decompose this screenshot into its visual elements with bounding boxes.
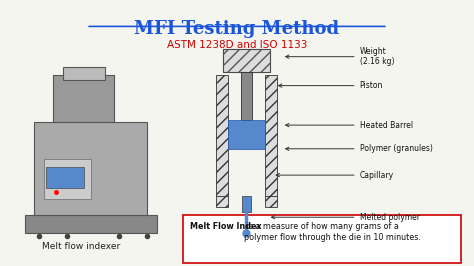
Bar (240, 72, 252, 120)
Text: Melt Flow Index: Melt Flow Index (190, 222, 262, 231)
Bar (35, 122, 147, 215)
Bar (53, 75, 115, 122)
Bar (216, 75, 228, 196)
Text: MFI Testing Method: MFI Testing Method (135, 20, 339, 38)
Bar (265, 75, 277, 196)
Text: Melted polymer: Melted polymer (272, 213, 419, 222)
Bar (46, 167, 84, 188)
Text: Capillary: Capillary (276, 171, 393, 180)
Text: is a measure of how many grams of a
polymer flow through the die in 10 minutes.: is a measure of how many grams of a poly… (244, 222, 421, 242)
Text: Piston: Piston (279, 81, 383, 90)
FancyBboxPatch shape (183, 215, 461, 263)
Text: Heated Barrel: Heated Barrel (286, 120, 413, 130)
Bar (216, 196, 228, 207)
Bar (242, 196, 251, 212)
Bar (223, 49, 270, 72)
Bar (265, 196, 277, 207)
Text: Weight
(2.16 kg): Weight (2.16 kg) (286, 47, 394, 66)
Bar (44, 159, 91, 199)
Text: ASTM 1238D and ISO 1133: ASTM 1238D and ISO 1133 (167, 40, 307, 49)
Text: Polymer (granules): Polymer (granules) (286, 144, 432, 153)
Text: Melt flow indexer: Melt flow indexer (42, 242, 120, 251)
Bar (228, 120, 265, 149)
Bar (63, 67, 105, 80)
Bar (223, 49, 270, 72)
Bar (25, 215, 157, 233)
